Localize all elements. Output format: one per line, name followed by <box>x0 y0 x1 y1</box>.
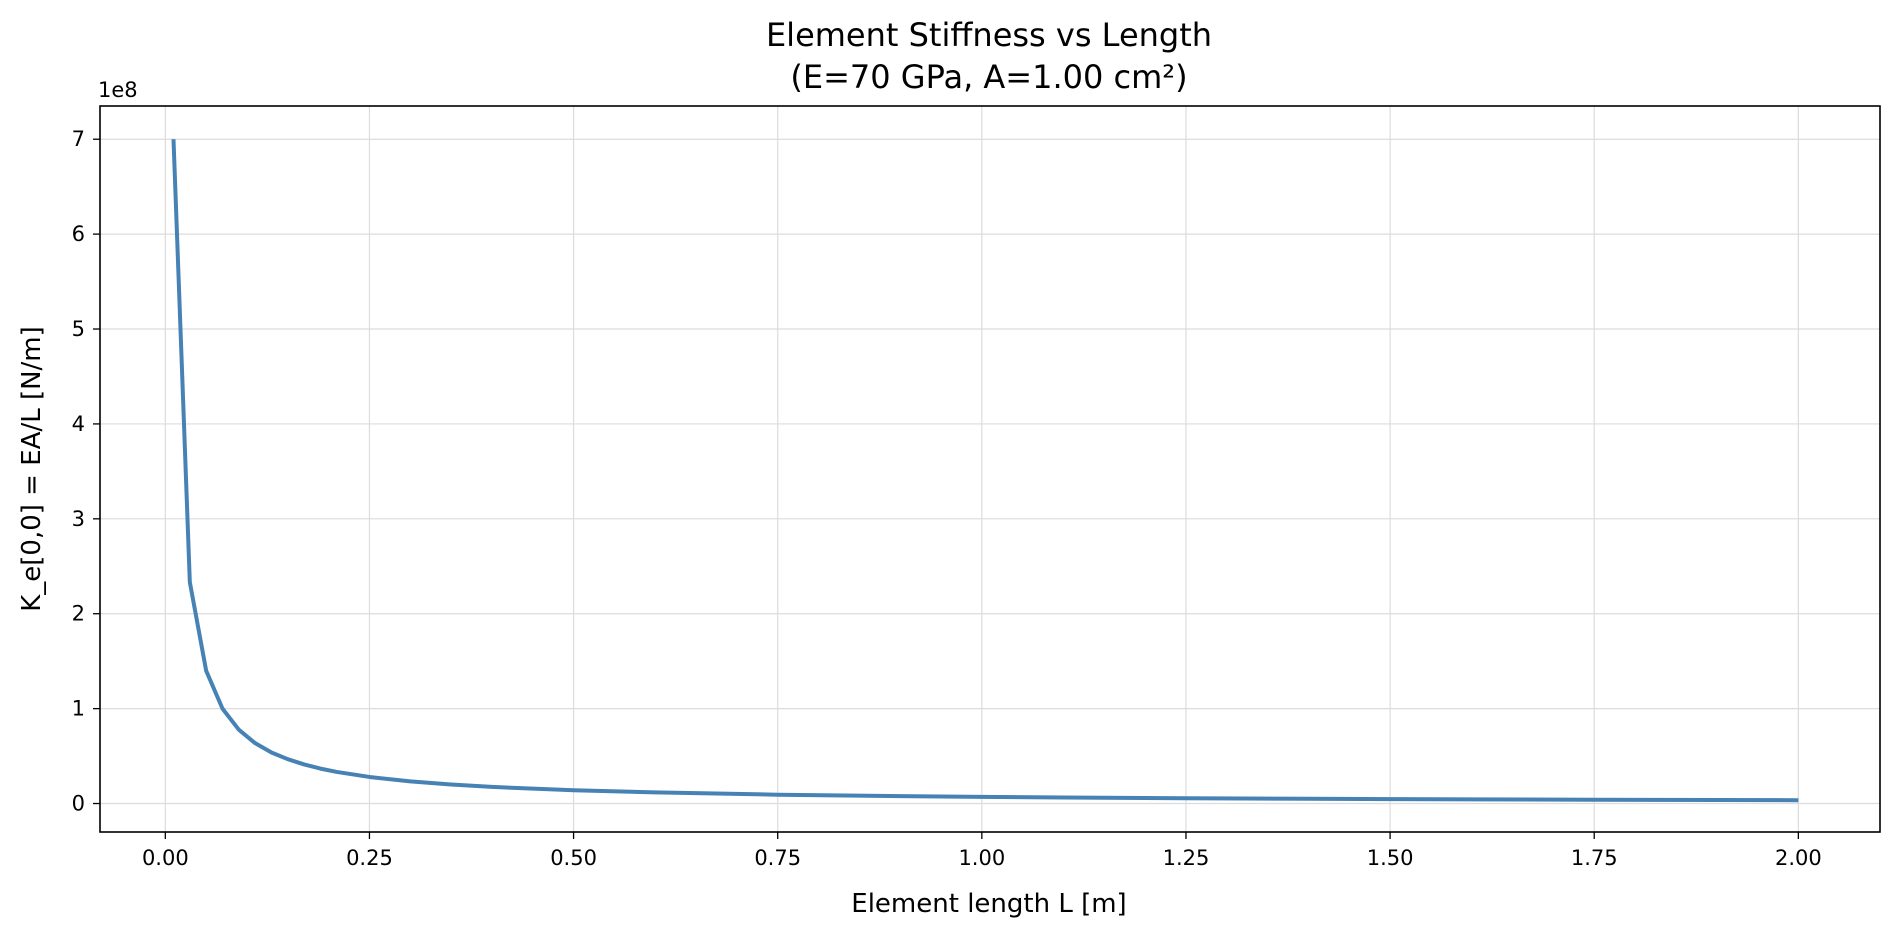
chart-title-line2: (E=70 GPa, A=1.00 cm²) <box>790 58 1187 96</box>
y-tick-label: 7 <box>72 127 85 151</box>
x-tick-label: 0.50 <box>550 846 597 870</box>
chart-title-line1: Element Stiffness vs Length <box>766 16 1212 54</box>
series-line <box>171 139 1799 803</box>
y-axis-label: K_e[0,0] = EA/L [N/m] <box>17 326 47 612</box>
x-tick-label: 0.00 <box>142 846 189 870</box>
x-tick-label: 2.00 <box>1775 846 1822 870</box>
x-tick-label: 0.25 <box>346 846 393 870</box>
x-axis-label: Element length L [m] <box>851 889 1126 919</box>
y-tick-label: 6 <box>72 222 85 246</box>
y-tick-label: 4 <box>72 412 85 436</box>
x-tick-label: 1.75 <box>1571 846 1618 870</box>
y-tick-label: 1 <box>72 697 85 721</box>
y-tick-label: 5 <box>72 317 85 341</box>
grid <box>100 106 1880 832</box>
y-tick-label: 2 <box>72 602 85 626</box>
plot-frame <box>99 105 1881 833</box>
y-tick-label: 0 <box>72 792 85 816</box>
x-axis: 0.00 0.25 0.50 0.75 1.00 1.25 1.50 1.75 2.00 <box>142 832 1822 870</box>
x-tick-label: 1.00 <box>958 846 1005 870</box>
y-tick-label: 3 <box>72 507 85 531</box>
y-offset-label: 1e8 <box>98 78 138 102</box>
y-axis: 0 1 2 3 4 5 6 7 <box>72 127 100 816</box>
x-tick-label: 1.50 <box>1367 846 1414 870</box>
x-tick-label: 0.75 <box>754 846 801 870</box>
stiffness-curve <box>171 139 1799 803</box>
x-tick-label: 1.25 <box>1163 846 1210 870</box>
